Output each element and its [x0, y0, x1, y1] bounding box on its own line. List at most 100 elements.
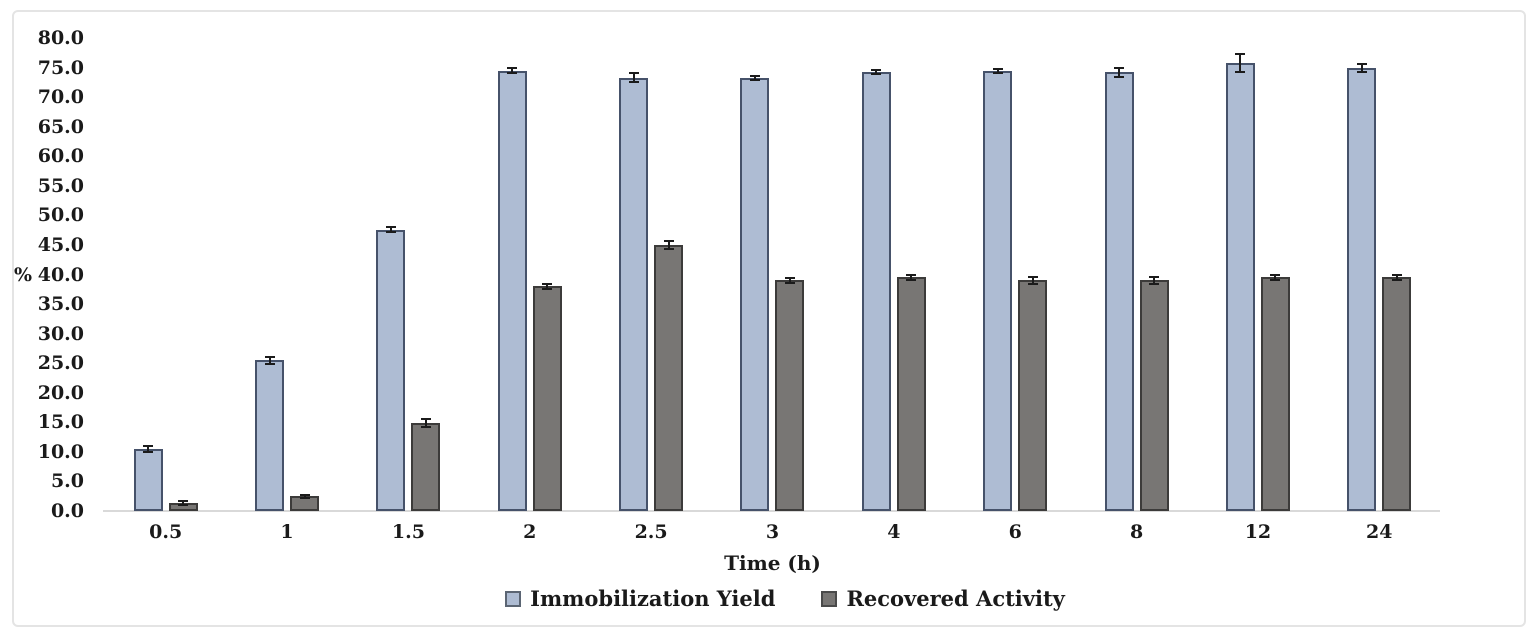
error-bar-cap-bot: [871, 73, 882, 76]
bar-group-8: [1076, 38, 1197, 511]
bar-group-24: [1319, 38, 1440, 511]
y-tick-label: 80.0: [37, 27, 84, 49]
barwrap: [255, 38, 285, 511]
barwrap: [983, 38, 1013, 511]
error-bar-cap-top: [1356, 63, 1367, 66]
error-bar-stem: [389, 226, 392, 234]
x-axis-ticks: 0.5 1 1.5 2 2.5 3 4 6 8 12 24: [105, 521, 1440, 547]
bar-immobilization-yield: [861, 72, 891, 511]
barwrap: [1260, 38, 1290, 511]
bar-immobilization-yield: [133, 448, 163, 511]
bar-recovered-activity: [532, 286, 562, 511]
x-tick-label: 24: [1366, 521, 1393, 543]
barwrap: [1018, 38, 1048, 511]
error-bar: [420, 418, 431, 428]
error-bar-cap-bot: [385, 231, 396, 234]
y-tick-label: 45.0: [37, 233, 84, 256]
legend-item-recovered-activity: Recovered Activity: [821, 586, 1065, 611]
barwrap: [376, 38, 406, 511]
x-axis-line: [103, 510, 1440, 512]
error-bar: [143, 444, 154, 454]
x-tick-label: 1.5: [391, 521, 425, 543]
x-tick-label: 3: [765, 521, 780, 543]
bar-immobilization-yield: [740, 78, 770, 511]
y-tick-label: 75.0: [37, 56, 84, 79]
bar-recovered-activity: [411, 422, 441, 511]
bar-group-0.5: [105, 38, 226, 511]
legend: Immobilization Yield Recovered Activity: [105, 586, 1465, 611]
bar-immobilization-yield: [255, 360, 285, 511]
error-bar-stem: [182, 499, 185, 506]
error-bar-cap-top: [507, 66, 518, 69]
barwrap: [1225, 38, 1255, 511]
error-bar-stem: [268, 355, 271, 365]
y-tick-label: 5.0: [50, 470, 84, 493]
error-bar-cap-top: [628, 72, 639, 75]
barwrap: [896, 38, 926, 511]
error-bar-stem: [910, 273, 913, 282]
error-bar-cap-top: [299, 493, 310, 496]
barwrap: [532, 38, 562, 511]
error-bar-cap-top: [1391, 273, 1402, 276]
bar-group-12: [1197, 38, 1318, 511]
error-bar-cap-bot: [1114, 75, 1125, 78]
bar-recovered-activity: [896, 277, 926, 511]
error-bar-cap-top: [906, 273, 917, 276]
barwrap: [1104, 38, 1134, 511]
y-tick-label: 20.0: [37, 381, 84, 404]
error-bar-stem: [1153, 276, 1156, 285]
error-bar: [1270, 273, 1281, 282]
bar-recovered-activity: [775, 280, 805, 511]
error-bar-cap-top: [784, 276, 795, 279]
bar-immobilization-yield: [1225, 63, 1255, 511]
y-axis-title: %: [14, 263, 33, 286]
y-tick-label: 50.0: [37, 204, 84, 227]
error-bar: [264, 355, 275, 365]
y-tick-label: 30.0: [37, 322, 84, 345]
error-bar-cap-bot: [1270, 279, 1281, 282]
barwrap: [168, 38, 198, 511]
error-bar-cap-bot: [1027, 282, 1038, 285]
y-tick-label: 60.0: [37, 145, 84, 168]
error-bar-cap-top: [264, 355, 275, 358]
bar-group-2: [469, 38, 590, 511]
bar-immobilization-yield: [1347, 68, 1377, 511]
error-bar: [1356, 63, 1367, 73]
error-bar: [299, 493, 310, 499]
x-axis-title: Time (h): [724, 551, 821, 575]
bar-group-6: [955, 38, 1076, 511]
error-bar-cap-top: [1027, 276, 1038, 279]
error-bar-cap-bot: [178, 503, 189, 506]
y-tick-label: 70.0: [37, 86, 84, 109]
error-bar-cap-top: [1235, 53, 1246, 56]
error-bar-cap-bot: [143, 451, 154, 454]
error-bar-cap-bot: [542, 287, 553, 290]
barwrap: [654, 38, 684, 511]
error-bar: [784, 276, 795, 284]
y-tick-label: 0.0: [50, 500, 84, 522]
plot-area: [103, 38, 1440, 512]
error-bar-cap-bot: [992, 72, 1003, 75]
error-bar-cap-bot: [1235, 71, 1246, 74]
x-tick-label: 0.5: [149, 521, 183, 543]
error-bar-cap-bot: [663, 247, 674, 250]
bar-recovered-activity: [1018, 280, 1048, 511]
x-tick-label: 2.5: [634, 521, 668, 543]
error-bar-cap-bot: [1391, 279, 1402, 282]
error-bar-stem: [632, 72, 635, 83]
barwrap: [1139, 38, 1169, 511]
error-bar-stem: [1118, 66, 1121, 78]
error-bar-stem: [511, 66, 514, 75]
error-bar: [1114, 66, 1125, 78]
x-tick-label: 12: [1244, 521, 1272, 543]
barwrap: [411, 38, 441, 511]
error-bar-cap-bot: [749, 79, 760, 82]
error-bar-stem: [546, 282, 549, 290]
error-bar-cap-bot: [906, 279, 917, 282]
error-bar: [906, 273, 917, 282]
error-bar: [1149, 276, 1160, 285]
error-bar: [749, 75, 760, 82]
barwrap: [497, 38, 527, 511]
error-bar-cap-top: [871, 69, 882, 72]
